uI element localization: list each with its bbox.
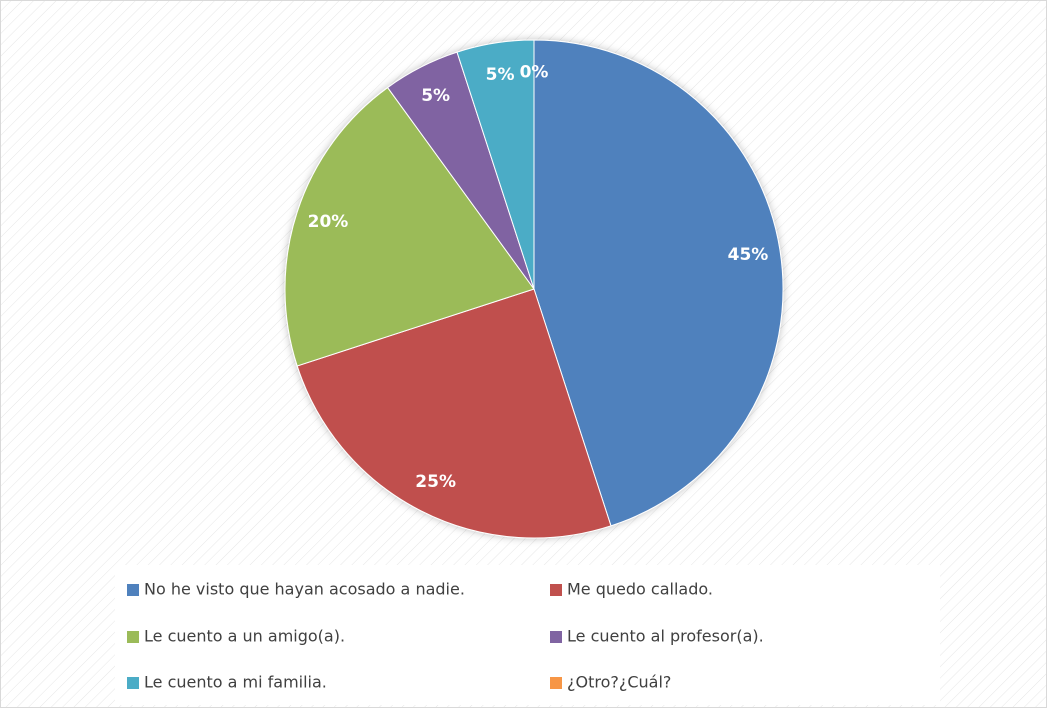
data-label: 5% [486, 65, 515, 85]
pie-slice [284, 86, 535, 367]
legend-label: Le cuento a un amigo(a). [144, 627, 345, 646]
legend-swatch [127, 677, 139, 689]
legend-label: No he visto que hayan acosado a nadie. [144, 580, 465, 599]
legend-label: ¿Otro?¿Cuál? [567, 673, 671, 692]
pie-slice [533, 39, 784, 527]
legend-label: Le cuento al profesor(a). [567, 627, 764, 646]
data-label: 0% [520, 62, 549, 82]
legend-label: Me quedo callado. [567, 580, 713, 599]
legend-swatch [550, 631, 562, 643]
data-label: 25% [415, 472, 456, 492]
data-label: 45% [728, 245, 769, 265]
legend-background [115, 565, 940, 705]
data-label: 5% [421, 86, 450, 106]
legend-swatch [550, 584, 562, 596]
pie-slice [296, 288, 612, 539]
legend-swatch [550, 677, 562, 689]
legend-label: Le cuento a mi familia. [144, 673, 327, 692]
legend-swatch [127, 631, 139, 643]
pie [284, 39, 784, 539]
data-label: 20% [308, 212, 349, 232]
legend-swatch [127, 584, 139, 596]
